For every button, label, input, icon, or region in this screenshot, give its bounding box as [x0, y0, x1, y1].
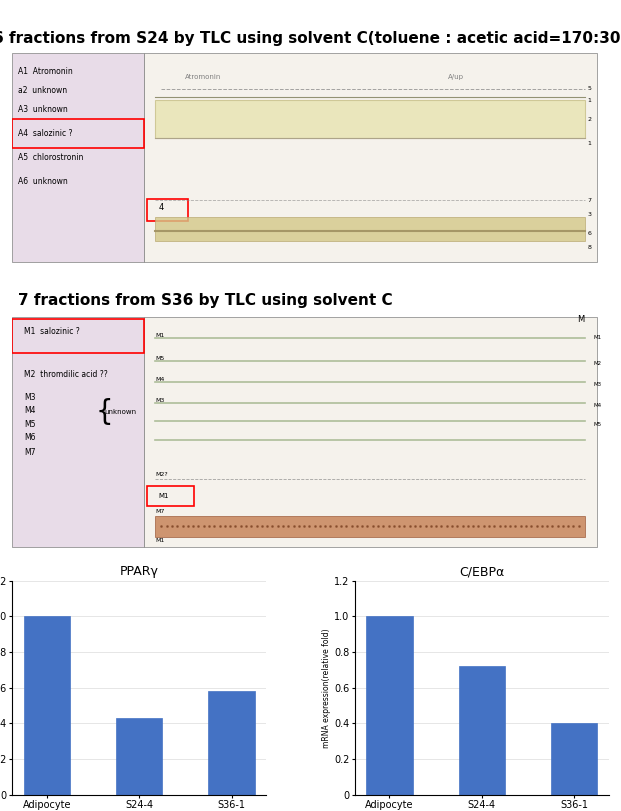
Text: M2  thromdilic acid ??: M2 thromdilic acid ??	[24, 370, 108, 379]
FancyBboxPatch shape	[155, 217, 585, 241]
Text: M1: M1	[155, 538, 165, 543]
Text: 7: 7	[587, 198, 592, 203]
Text: M4: M4	[594, 403, 602, 408]
Text: 7 fractions from S36 by TLC using solvent C: 7 fractions from S36 by TLC using solven…	[19, 294, 393, 308]
Text: M2?: M2?	[155, 472, 168, 478]
Text: M1: M1	[158, 493, 169, 499]
FancyBboxPatch shape	[143, 317, 597, 547]
FancyBboxPatch shape	[12, 317, 143, 547]
Text: M1  salozinic ?: M1 salozinic ?	[24, 327, 80, 336]
FancyBboxPatch shape	[143, 53, 597, 262]
Text: M5: M5	[594, 422, 602, 427]
Title: PPARγ: PPARγ	[120, 565, 159, 578]
Text: M7: M7	[155, 509, 165, 514]
Bar	[551, 723, 597, 795]
Text: 8: 8	[587, 246, 592, 251]
Bar	[366, 616, 412, 795]
Text: M4: M4	[24, 406, 36, 415]
Text: Atromonin: Atromonin	[185, 74, 222, 80]
Text: M3: M3	[24, 393, 36, 402]
Text: M7: M7	[24, 448, 36, 457]
Bar	[116, 718, 162, 795]
Text: A6  unknown: A6 unknown	[19, 177, 68, 186]
Text: M5: M5	[24, 419, 36, 428]
Y-axis label: mRNA expression(relative fold): mRNA expression(relative fold)	[322, 628, 331, 748]
Title: C/EBPα: C/EBPα	[459, 565, 504, 578]
Text: 5: 5	[587, 86, 592, 91]
Bar	[209, 691, 255, 795]
Text: M1: M1	[155, 333, 165, 337]
FancyBboxPatch shape	[155, 516, 585, 537]
FancyBboxPatch shape	[12, 53, 143, 262]
Text: 6: 6	[587, 231, 592, 236]
Text: {: {	[96, 398, 114, 427]
Text: M3: M3	[155, 398, 165, 403]
Text: 1: 1	[587, 141, 592, 146]
Text: M2: M2	[594, 362, 602, 367]
Text: A4  salozinic ?: A4 salozinic ?	[19, 129, 73, 138]
Bar	[24, 616, 70, 795]
Text: M4: M4	[155, 377, 165, 382]
Text: 3: 3	[587, 212, 592, 217]
Text: A5  chlorostronin: A5 chlorostronin	[19, 153, 84, 162]
Text: unknown: unknown	[105, 410, 137, 415]
Text: 2: 2	[587, 117, 592, 122]
Text: 6 fractions from S24 by TLC using solvent C(toluene : acetic acid=170:30): 6 fractions from S24 by TLC using solven…	[0, 32, 621, 46]
Text: 4: 4	[158, 203, 164, 212]
Text: M1: M1	[594, 335, 602, 341]
Text: A1  Atromonin: A1 Atromonin	[19, 67, 73, 76]
Text: A/up: A/up	[448, 74, 464, 80]
Text: A3  unknown: A3 unknown	[19, 105, 68, 114]
Text: M: M	[578, 315, 585, 324]
Text: M6: M6	[24, 432, 36, 442]
Text: M5: M5	[155, 356, 165, 361]
Bar	[459, 667, 505, 795]
Text: M3: M3	[594, 382, 602, 388]
Text: a2  unknown: a2 unknown	[19, 87, 68, 96]
FancyBboxPatch shape	[155, 101, 585, 139]
Text: 1: 1	[587, 98, 592, 103]
